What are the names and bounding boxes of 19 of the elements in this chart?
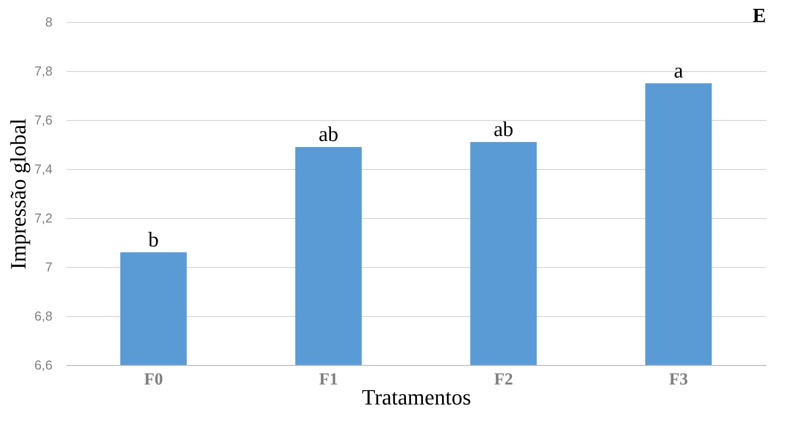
annotation: ab — [318, 122, 338, 146]
y-tick-label: 6,8 — [34, 308, 52, 324]
annotation: E — [752, 5, 766, 27]
y-tick-label: 7,4 — [34, 162, 52, 176]
y-tick-label: 7 — [45, 260, 52, 274]
x-tick-label: F1 — [319, 370, 338, 388]
annotation: ab — [494, 117, 514, 142]
y-axis-title: Impressão global — [5, 118, 30, 270]
y-tick-label: 8 — [45, 14, 52, 30]
x-tick-label: F2 — [494, 370, 513, 388]
x-axis-title: Tratamentos — [362, 384, 472, 410]
y-tick-label: 6,6 — [34, 358, 52, 372]
annotation: a — [674, 58, 684, 82]
x-tick-label: F0 — [144, 370, 163, 388]
y-tick-label: 7,8 — [34, 64, 52, 78]
y-tick-label: 7,6 — [34, 112, 52, 128]
y-tick-label: 7,2 — [34, 210, 52, 226]
x-tick-label: F3 — [669, 370, 688, 388]
annotation: b — [148, 227, 159, 252]
